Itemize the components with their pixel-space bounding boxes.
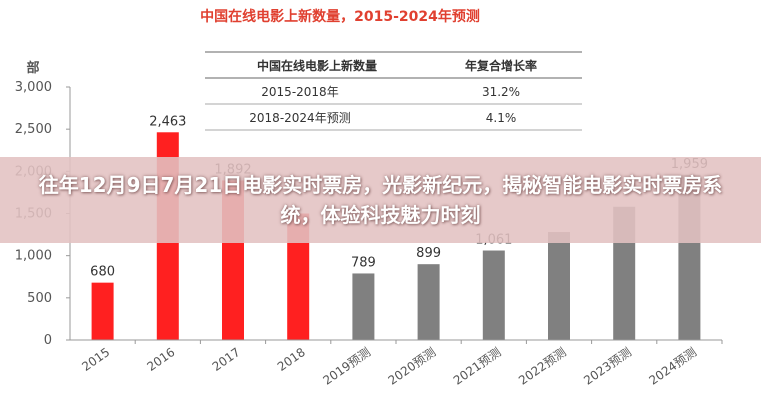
x-axis: 2015 2016 2017 2018 2019预测 2020预测 2021预测 2022预测… [79, 340, 723, 388]
x-tick-label: 2022预测 [516, 345, 569, 388]
y-tick-label: 3,000 [15, 80, 52, 95]
bar-2018 [287, 213, 310, 340]
table-cell-period-1: 2015-2018年 [261, 85, 338, 99]
y-tick-label: 2,500 [15, 122, 52, 137]
y-axis-label: 部 [26, 60, 39, 76]
x-tick-label: 2015 [79, 345, 112, 374]
data-label: 680 [90, 265, 115, 280]
y-tick-label: 500 [27, 291, 52, 306]
headline-text: 往年12月9日7月21日电影实时票房，光影新纪元，揭秘智能电影实时票房系统，体验… [38, 173, 723, 227]
x-tick-label: 2019预测 [320, 345, 373, 388]
table-cell-rate-1: 31.2% [482, 85, 520, 99]
inset-table: 中国在线电影上新数量 年复合增长率 2015-2018年 31.2% 2018-… [205, 51, 582, 131]
bar-2020预测 [417, 264, 440, 340]
x-tick-label: 2016 [144, 345, 177, 374]
y-tick-label: 0 [44, 333, 52, 348]
chart-title: 中国在线电影上新数量，2015-2024年预测 [200, 8, 480, 25]
data-label: 789 [351, 255, 376, 270]
table-header-count: 中国在线电影上新数量 [257, 58, 377, 73]
bar-2021预测 [482, 250, 505, 340]
data-label: 2,463 [149, 114, 186, 129]
x-tick-label: 2018 [275, 345, 308, 374]
data-label: 899 [416, 246, 441, 261]
table-cell-period-2: 2018-2024年预测 [249, 111, 350, 125]
bar-2019预测 [352, 273, 375, 340]
table-cell-rate-2: 4.1% [486, 111, 517, 125]
x-tick-label: 2023预测 [581, 345, 634, 388]
x-tick-label: 2021预测 [451, 345, 504, 388]
x-tick-label: 2024预测 [646, 345, 699, 388]
bar-2015 [91, 282, 114, 340]
x-tick-label: 2017 [210, 345, 243, 374]
y-tick-label: 1,000 [15, 249, 52, 264]
table-header-cagr: 年复合增长率 [465, 58, 537, 73]
bar-2022预测 [548, 232, 570, 340]
x-tick-label: 2020预测 [386, 345, 439, 388]
headline-banner: 往年12月9日7月21日电影实时票房，光影新纪元，揭秘智能电影实时票房系统，体验… [0, 157, 761, 243]
